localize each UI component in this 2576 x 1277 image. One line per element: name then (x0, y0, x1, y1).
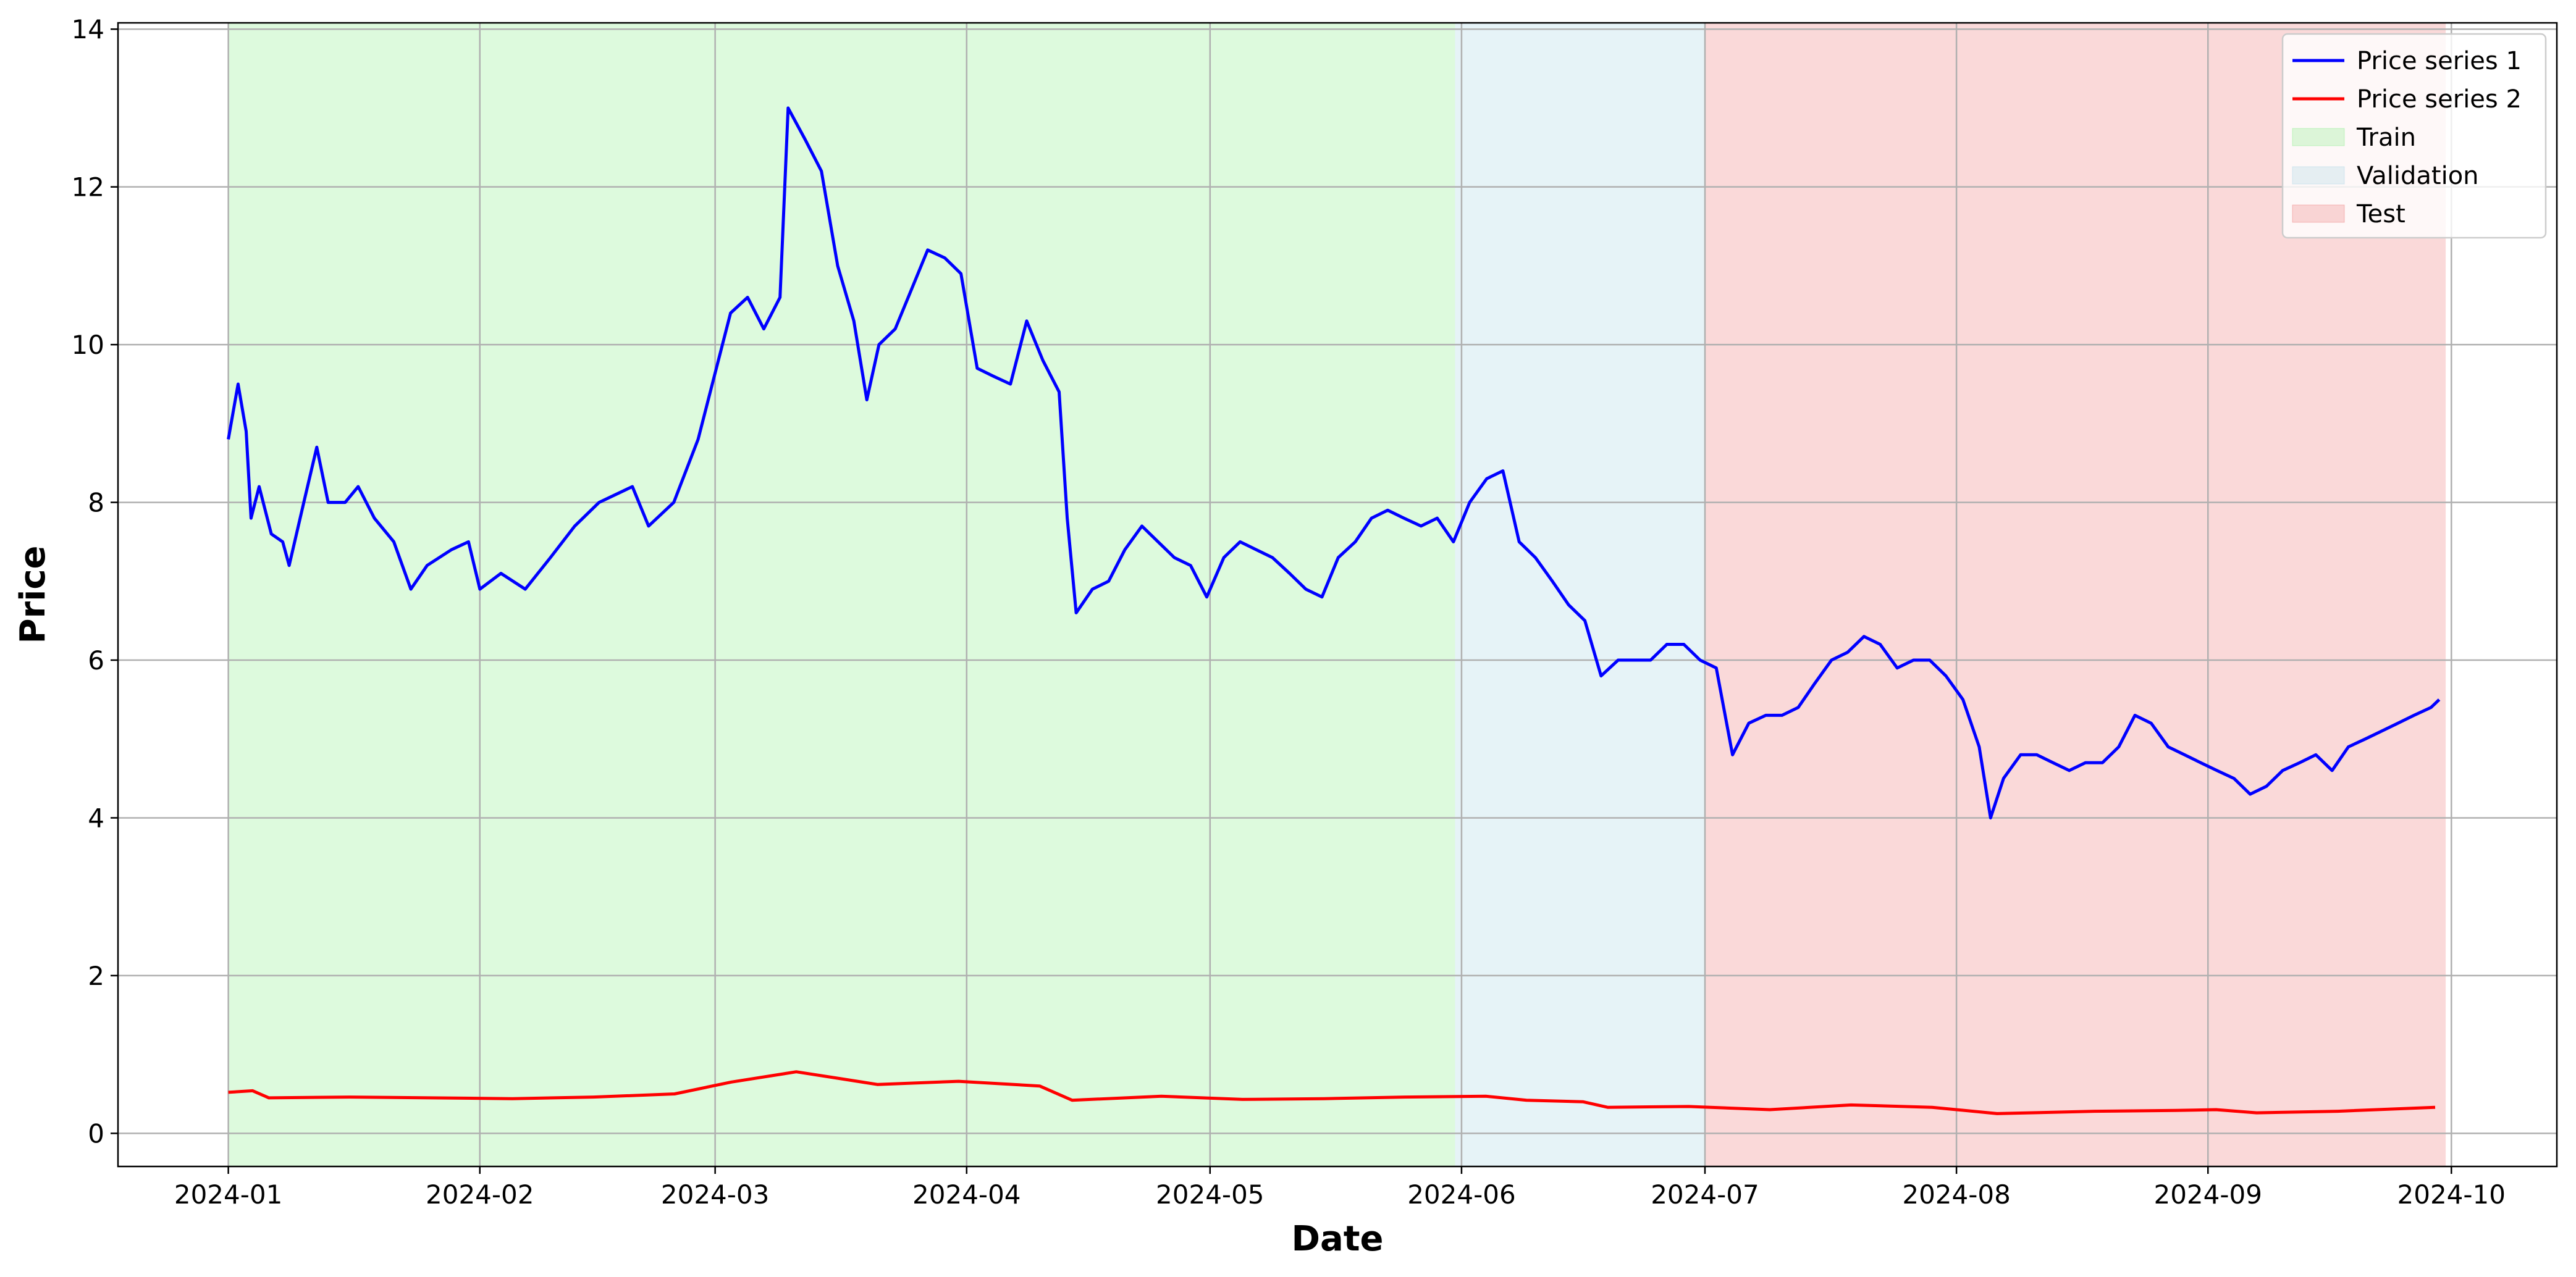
y-tick-label: 0 (88, 1118, 104, 1149)
x-tick-label: 2024-03 (661, 1179, 770, 1210)
x-tick-label: 2024-02 (426, 1179, 534, 1210)
price-line (228, 1070, 2436, 1115)
x-tick-label: 2024-04 (912, 1179, 1021, 1210)
y-tick-label: 12 (72, 172, 104, 203)
legend-swatch (2292, 128, 2345, 146)
x-axis-label: Date (1291, 1219, 1383, 1259)
x-tick-label: 2024-07 (1651, 1179, 1759, 1210)
y-tick-label: 8 (88, 488, 104, 518)
y-axis-label: Price (13, 545, 53, 643)
span (228, 23, 1455, 1166)
span (1455, 23, 1705, 1166)
x-tick-label: 2024-10 (2397, 1179, 2506, 1210)
x-tick-label: 2024-09 (2153, 1179, 2262, 1210)
legend-swatch (2292, 166, 2345, 185)
x-tick-label: 2024-08 (1902, 1179, 2011, 1210)
y-tick-label: 10 (72, 330, 104, 360)
legend-box (2281, 33, 2547, 239)
legend-label: Validation (2357, 162, 2479, 190)
y-tick-label: 6 (88, 645, 104, 676)
x-tick-label: 2024-01 (174, 1179, 283, 1210)
legend: Price series 1 Price series 2 Train Validat… (2281, 33, 2547, 239)
legend-label: Train (2356, 124, 2416, 152)
x-tick-label: 2024-05 (1156, 1179, 1265, 1210)
plot-frame (117, 22, 2558, 1168)
price-line (227, 106, 2441, 819)
x-tick-label: 2024-06 (1407, 1179, 1516, 1210)
legend-swatch (2292, 204, 2345, 223)
y-tick-label: 2 (88, 961, 104, 991)
y-tick-label: 4 (88, 803, 104, 833)
y-tick-label: 14 (72, 14, 104, 44)
legend-label: Price series 1 (2357, 47, 2522, 75)
legend-label: Price series 2 (2357, 85, 2522, 114)
legend-label: Test (2356, 200, 2406, 228)
